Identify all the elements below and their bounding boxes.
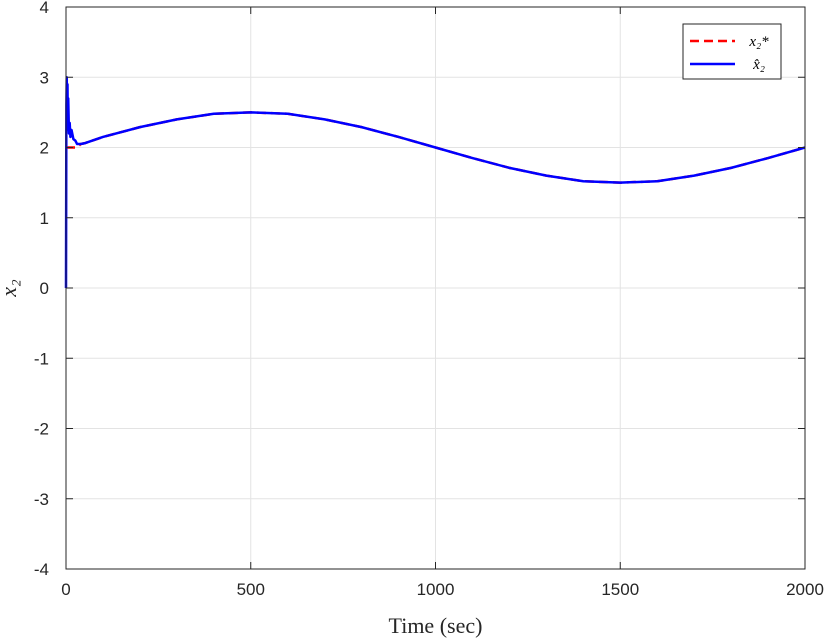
legend-label-1: x₂*	[748, 34, 769, 50]
grid-lines	[65, 6, 806, 570]
plot-area	[64, 76, 806, 289]
y-tick-label: -4	[34, 560, 49, 579]
y-tick-label: -3	[34, 490, 49, 509]
y-tick-label: 2	[40, 139, 49, 158]
y-tick-label: 0	[40, 279, 49, 298]
legend-box	[682, 23, 782, 80]
y-tick-label: 3	[40, 68, 49, 87]
x-tick-label: 1000	[417, 580, 455, 599]
x-tick-label: 500	[237, 580, 265, 599]
y-tick-label: 1	[40, 209, 49, 228]
y-tick-label: -1	[34, 349, 49, 368]
axis-ticks: 0 500 1000 1500 2000 -4 -3 -2 -1 0 1 2 3 4	[34, 0, 824, 599]
y-tick-label: 4	[40, 0, 49, 17]
x-tick-label: 0	[61, 580, 70, 599]
legend: x₂* x̂₂	[682, 23, 782, 80]
legend-label-2: x̂₂	[752, 57, 765, 73]
x-axis-label: Time (sec)	[389, 613, 483, 638]
x-tick-label: 1500	[601, 580, 639, 599]
y-axis-label: x₂	[0, 279, 21, 298]
series-line-2	[64, 76, 806, 289]
x-tick-label: 2000	[786, 580, 824, 599]
y-tick-label: -2	[34, 420, 49, 439]
series-line-1	[65, 111, 806, 184]
